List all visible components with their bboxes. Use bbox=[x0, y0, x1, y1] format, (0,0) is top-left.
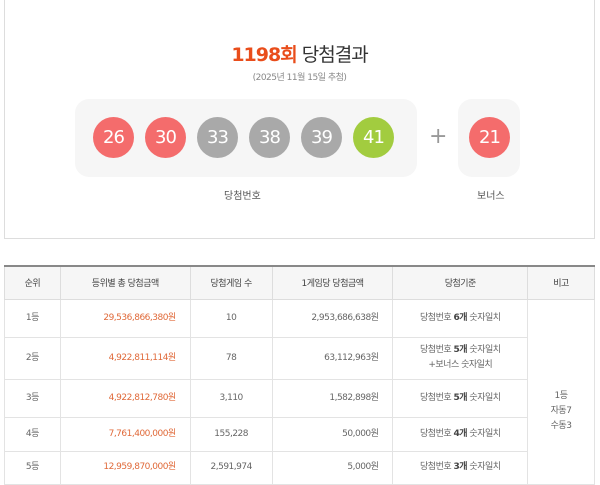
criteria-post: 숫자일치 bbox=[467, 462, 501, 472]
page-title: 1198회 당첨결과 bbox=[5, 40, 594, 67]
criteria-pre: 당첨번호 bbox=[420, 392, 454, 403]
draw-date: (2025년 11월 15일 추첨) bbox=[252, 73, 347, 83]
criteria-count: 4개 bbox=[453, 428, 468, 439]
table-row: 4등 7,761,400,000원 155,228 50,000원 당첨번호 4… bbox=[4, 416, 595, 452]
prize-per-game: 2,953,686,638원 bbox=[271, 298, 394, 338]
table-row: 3등 4,922,812,780원 3,110 1,582,898원 당첨번호 … bbox=[4, 378, 595, 418]
rank: 1등 bbox=[4, 298, 61, 338]
column-header: 1게임당 당첨금액 bbox=[271, 265, 394, 300]
criteria-pre: 당첨번호 bbox=[420, 428, 454, 439]
criteria: 당첨번호 4개 숫자일치 bbox=[392, 416, 529, 452]
winning-label: 당첨번호 bbox=[224, 191, 261, 202]
rank: 5등 bbox=[4, 450, 61, 485]
column-header: 등위별 총 당첨금액 bbox=[59, 265, 191, 300]
column-header: 비고 bbox=[527, 265, 595, 300]
total-prize: 12,959,870,000원 bbox=[59, 450, 191, 485]
column-header: 당첨게임 수 bbox=[189, 265, 273, 300]
criteria-count: 3개 bbox=[453, 462, 468, 472]
criteria-count: 6개 bbox=[453, 312, 468, 323]
table-row: 2등 4,922,811,114원 78 63,112,963원 당첨번호 5개… bbox=[4, 336, 595, 380]
prize-per-game: 5,000원 bbox=[271, 450, 394, 485]
column-header: 순위 bbox=[4, 265, 61, 300]
round-number: 1198회 bbox=[231, 44, 297, 66]
criteria: 당첨번호 5개 숫자일치 +보너스 숫자일치 bbox=[392, 336, 529, 380]
criteria-post: 숫자일치 bbox=[467, 392, 501, 403]
bonus-label: 보너스 bbox=[477, 191, 505, 202]
winner-count: 3,110 bbox=[189, 378, 273, 418]
note-line: 자동7 bbox=[550, 406, 572, 416]
criteria-count: 5개 bbox=[453, 345, 468, 355]
number-ball: 41 bbox=[353, 117, 394, 158]
number-ball: 39 bbox=[301, 117, 342, 158]
note-line: 수동3 bbox=[550, 421, 572, 431]
result-panel: 1198회 당첨결과 (2025년 11월 15일 추첨) 26 30 33 38 39… bbox=[4, 0, 595, 239]
criteria: 당첨번호 6개 숫자일치 bbox=[392, 298, 529, 338]
title-text: 당첨결과 bbox=[301, 44, 369, 66]
winner-count: 155,228 bbox=[189, 416, 273, 452]
winner-count: 2,591,974 bbox=[189, 450, 273, 485]
rank: 3등 bbox=[4, 378, 61, 418]
total-prize: 4,922,811,114원 bbox=[59, 336, 191, 380]
winning-numbers: 26 30 33 38 39 41 bbox=[75, 99, 417, 177]
number-ball: 26 bbox=[93, 117, 134, 158]
criteria-count: 5개 bbox=[453, 392, 468, 403]
prize-per-game: 63,112,963원 bbox=[271, 336, 394, 380]
criteria: 당첨번호 5개 숫자일치 bbox=[392, 378, 529, 418]
criteria-pre: 당첨번호 bbox=[420, 462, 454, 472]
note-line: 1등 bbox=[554, 391, 569, 401]
total-prize: 7,761,400,000원 bbox=[59, 416, 191, 452]
criteria-post: 숫자일치 bbox=[467, 428, 501, 439]
table-row: 1등 29,536,866,380원 10 2,953,686,638원 당첨번… bbox=[4, 298, 595, 485]
rank: 4등 bbox=[4, 416, 61, 452]
winner-count: 10 bbox=[189, 298, 273, 338]
total-prize: 4,922,812,780원 bbox=[59, 378, 191, 418]
criteria-post: 숫자일치 bbox=[467, 312, 501, 323]
criteria-pre: 당첨번호 bbox=[420, 312, 454, 323]
plus-sign: + bbox=[429, 124, 448, 149]
bonus-ball: 21 bbox=[469, 117, 510, 158]
rank: 2등 bbox=[4, 336, 61, 380]
prize-per-game: 1,582,898원 bbox=[271, 378, 394, 418]
criteria-post: 숫자일치 bbox=[467, 345, 501, 355]
total-prize: 29,536,866,380원 bbox=[59, 298, 191, 338]
number-ball: 38 bbox=[249, 117, 290, 158]
prize-table: 순위 등위별 총 당첨금액 당첨게임 수 1게임당 당첨금액 당첨기준 비고 1등 29,… bbox=[4, 265, 595, 485]
number-ball: 30 bbox=[145, 117, 186, 158]
table-row: 5등 12,959,870,000원 2,591,974 5,000원 당첨번호… bbox=[4, 450, 595, 485]
criteria-pre: 당첨번호 bbox=[420, 345, 454, 355]
winner-count: 78 bbox=[189, 336, 273, 380]
criteria-extra: +보너스 숫자일치 bbox=[428, 360, 493, 370]
bonus-number-box: 21 bbox=[458, 99, 520, 177]
column-header: 당첨기준 bbox=[392, 265, 529, 300]
criteria: 당첨번호 3개 숫자일치 bbox=[392, 450, 529, 485]
prize-per-game: 50,000원 bbox=[271, 416, 394, 452]
number-ball: 33 bbox=[197, 117, 238, 158]
